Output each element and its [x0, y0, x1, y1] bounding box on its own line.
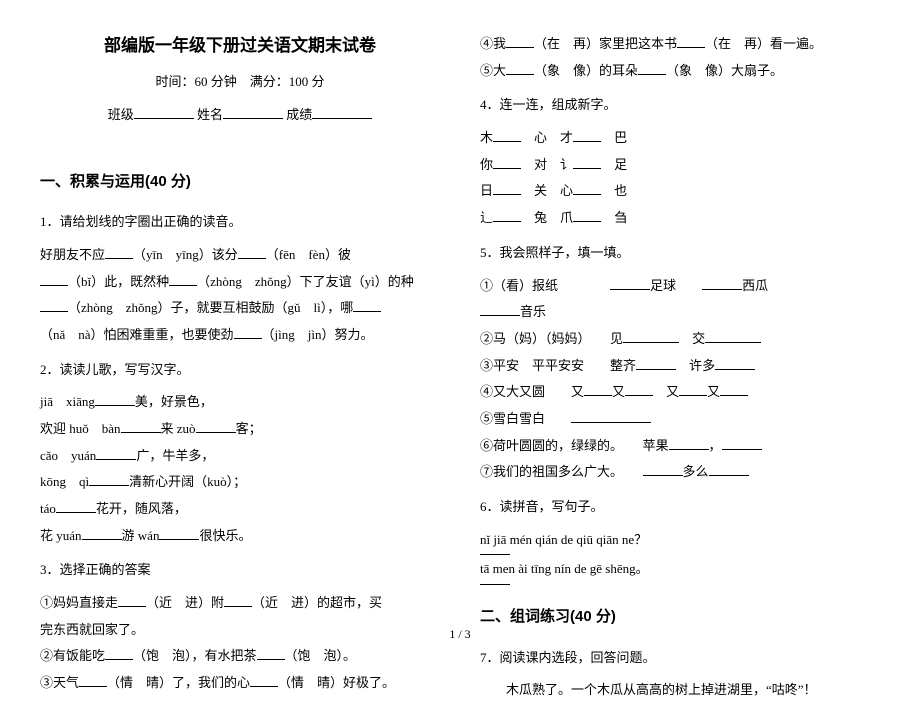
q6-rule2 — [480, 584, 510, 585]
q5-line6: ⑥荷叶圆圆的，绿绿的。 苹果， — [480, 434, 880, 459]
q6-prompt: 6．读拼音，写句子。 — [480, 495, 880, 520]
q2-line5: táo花开，随风落， — [40, 497, 440, 522]
q5-line4: ④又大又圆 又又 又又 — [480, 380, 880, 405]
q6-line2: tā men ài tīng nín de gē shēng。 — [480, 557, 880, 582]
q1-line2: （bǐ）此，既然种（zhòng zhǒng）下了友谊（yì）的种 — [40, 270, 440, 295]
q3-line1: ①妈妈直接走（近 进）附（近 进）的超市，买 — [40, 591, 440, 616]
q5-line3: ③平安 平平安安 整齐 许多 — [480, 354, 880, 379]
left-column: 部编版一年级下册过关语文期末试卷 时间：60 分钟 满分：100 分 班级 姓名… — [40, 30, 440, 705]
section-1-heading: 一、积累与运用(40 分) — [40, 168, 440, 197]
score-label: 成绩 — [286, 103, 312, 128]
right-column: ④我（在 再）家里把这本书（在 再）看一遍。 ⑤大（象 像）的耳朵（象 像）大扇… — [480, 30, 880, 705]
q1-prompt: 1．请给划线的字圈出正确的读音。 — [40, 210, 440, 235]
q2-prompt: 2．读读儿歌，写写汉字。 — [40, 358, 440, 383]
q1-line3: （zhòng zhǒng）子，就要互相鼓励（gǔ lì），哪 — [40, 296, 440, 321]
exam-title: 部编版一年级下册过关语文期末试卷 — [40, 30, 440, 62]
q4-line2: 你 对 讠 足 — [480, 153, 880, 178]
q2-line1: jiā xiāng美，好景色， — [40, 390, 440, 415]
q5-line1: ①（看）报纸 足球 西瓜 — [480, 274, 880, 299]
q4-line1: 木 心 才 巴 — [480, 126, 880, 151]
q4-prompt: 4．连一连，组成新字。 — [480, 93, 880, 118]
q3-line2: ②有饭能吃（饱 泡），有水把茶（饱 泡）。 — [40, 644, 440, 669]
q5-line7: ⑦我们的祖国多么广大。 多么 — [480, 460, 880, 485]
q2-line6: 花 yuán游 wán很快乐。 — [40, 524, 440, 549]
class-label: 班级 — [108, 103, 134, 128]
q5-prompt: 5．我会照样子，填一填。 — [480, 241, 880, 266]
q1-line4: （nǎ nà）怕困难重重，也要使劲（jìng jìn）努力。 — [40, 323, 440, 348]
q3-line5: ⑤大（象 像）的耳朵（象 像）大扇子。 — [480, 59, 880, 84]
q5-line5: ⑤雪白雪白 — [480, 407, 880, 432]
q3-prompt: 3．选择正确的答案 — [40, 558, 440, 583]
q6-line1: nǐ jiā mén qián de qiū qiān ne？ — [480, 528, 880, 553]
page-number: 1 / 3 — [0, 627, 920, 642]
q3-line3: ③天气（情 晴）了，我们的心（情 晴）好极了。 — [40, 671, 440, 696]
name-label: 姓名 — [197, 103, 223, 128]
q2-line2: 欢迎 huǒ bàn来 zuò客； — [40, 417, 440, 442]
q4-line4: 辶 兔 爪 刍 — [480, 206, 880, 231]
q2-line4: kōng qì清新心开阔（kuò）； — [40, 470, 440, 495]
q5-line1b: 音乐 — [480, 300, 880, 325]
q3-line4: ④我（在 再）家里把这本书（在 再）看一遍。 — [480, 32, 880, 57]
q7-prompt: 7．阅读课内选段，回答问题。 — [480, 646, 880, 671]
q4-line3: 日 关 心 也 — [480, 179, 880, 204]
exam-subtitle: 时间：60 分钟 满分：100 分 — [40, 70, 440, 95]
q6-rule1 — [480, 554, 510, 555]
q7-body: 木瓜熟了。一个木瓜从高高的树上掉进湖里，“咕咚”！ — [480, 678, 880, 703]
student-info: 班级 姓名 成绩 — [40, 103, 440, 128]
q1-line1: 好朋友不应（yīn yīng）该分（fēn fèn）彼 — [40, 243, 440, 268]
q5-line2: ②马（妈）（妈妈） 见 交 — [480, 327, 880, 352]
q2-line3: cǎo yuán广，牛羊多， — [40, 444, 440, 469]
